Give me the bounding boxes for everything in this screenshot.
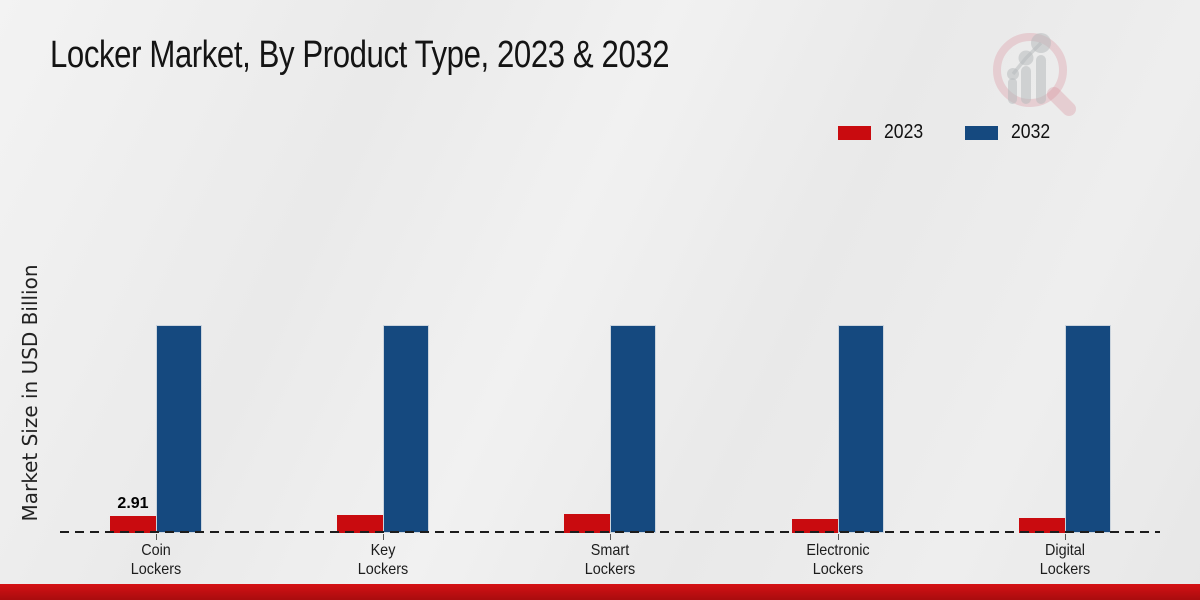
bar-2023-coin-lockers (110, 516, 156, 533)
data-label-2023-coin-lockers: 2.91 (117, 495, 149, 512)
category-label-electronic-lockers: Electronic Lockers (805, 542, 870, 578)
bar-2032-digital-lockers (1064, 325, 1111, 533)
chart-title: Locker Market, By Product Type, 2023 & 2… (50, 34, 670, 76)
magnifier-bar-chart-logo-icon (993, 33, 1076, 116)
x-axis-tick (383, 534, 385, 540)
bar-2032-coin-lockers (156, 325, 202, 533)
legend-swatch-2032 (964, 125, 998, 140)
category-label-smart-lockers: Smart Lockers (585, 542, 636, 578)
bar-2032-smart-lockers (610, 325, 657, 533)
x-axis-tick (156, 534, 157, 540)
legend-label: 2032 (1010, 121, 1050, 143)
bar-2023-digital-lockers (1018, 517, 1065, 533)
bar-2032-key-lockers (383, 325, 430, 533)
legend-label: 2023 (884, 121, 924, 143)
category-label-coin-lockers: Coin Lockers (130, 542, 182, 578)
category-label-key-lockers: Key Lockers (357, 542, 409, 578)
x-axis-baseline (60, 531, 1160, 533)
bar-2023-key-lockers (337, 515, 384, 533)
bottom-red-band (0, 584, 1200, 600)
legend-item-2023: 2023 (838, 121, 929, 144)
bar-2023-smart-lockers (564, 514, 611, 533)
legend-swatch-2023 (838, 125, 871, 140)
legend: 2023 2032 (838, 121, 1055, 144)
x-axis-tick (837, 534, 839, 540)
category-label-digital-lockers: Digital Lockers (1039, 542, 1091, 578)
x-axis-tick (610, 534, 612, 540)
legend-item-2032: 2032 (964, 121, 1056, 144)
x-axis-tick (1064, 534, 1066, 540)
bar-2032-electronic-lockers (837, 325, 884, 533)
bar-2023-electronic-lockers (791, 518, 838, 533)
